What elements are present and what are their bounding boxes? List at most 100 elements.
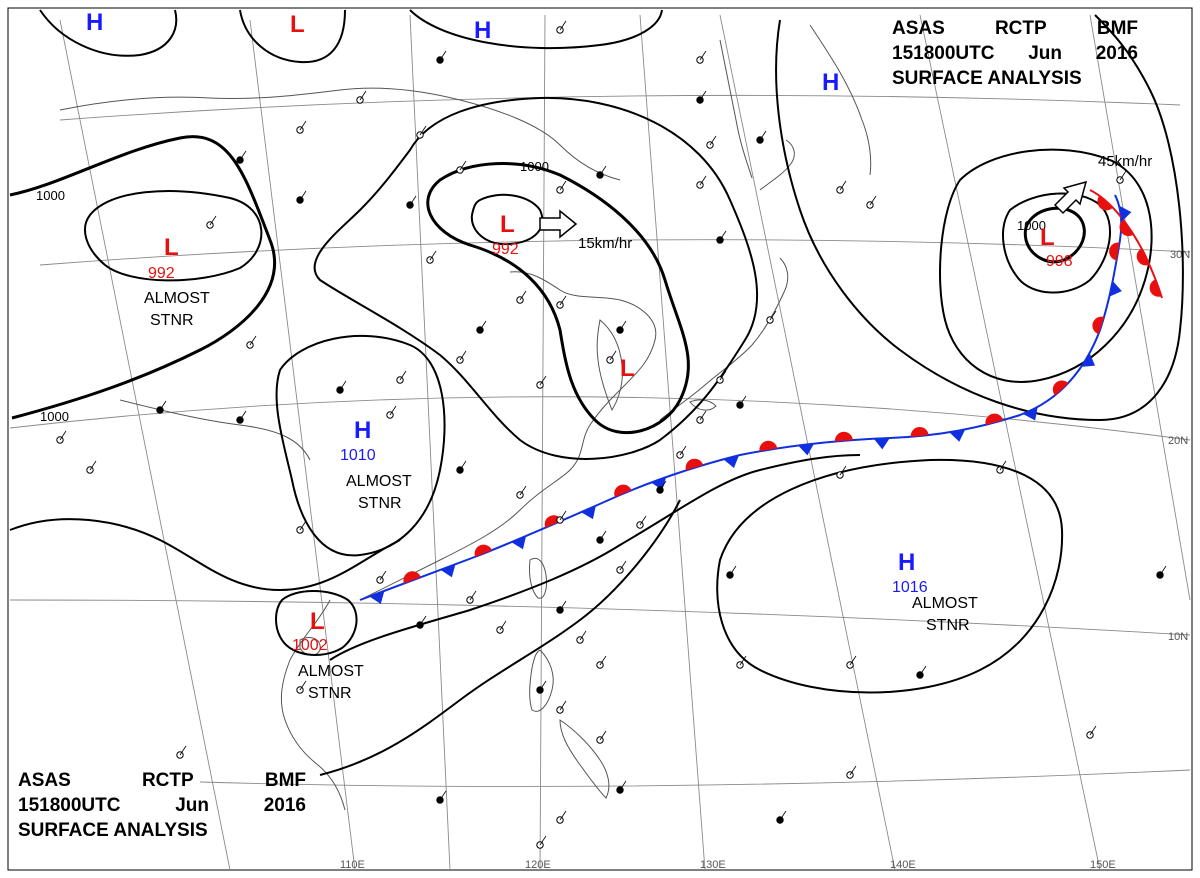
pressure-centers: H L H H L 992 L 992 L 998 L H 1010 H 101… (86, 9, 1073, 654)
isobar-label-east: 1000 (1017, 218, 1046, 233)
lat-label-30n: 30N (1170, 249, 1190, 261)
station-wind-barb (659, 480, 667, 491)
isobar-1004-mid (313, 96, 758, 460)
isobar-1012-south (319, 499, 681, 776)
isobar-1000-west (9, 135, 277, 420)
latitude-line-0 (199, 769, 1191, 787)
latitude-line-40n (59, 94, 1181, 121)
graticule (9, 14, 1191, 871)
station-wind-barb (619, 780, 627, 791)
station-wind-barb (539, 680, 547, 691)
station-wind-barb (719, 370, 727, 381)
longitude-line-7 (919, 14, 1101, 871)
warm-front-semicircle (1149, 279, 1162, 297)
station-wind-barb (759, 130, 767, 141)
motion-label-north-low: 15km/hr (578, 235, 632, 252)
warm-front-semicircle (474, 544, 492, 557)
station-wind-barb (439, 50, 447, 61)
cold-front-triangle (873, 438, 890, 450)
longitude-line-1 (59, 19, 231, 871)
station-wind-barb (599, 530, 607, 541)
isobar-north-center (239, 9, 346, 64)
remark-pacific-line2: STNR (926, 617, 970, 634)
longitude-line-2 (249, 19, 356, 871)
japan-kyushu-honshu (659, 257, 789, 421)
warm-front-semicircle (985, 413, 1004, 425)
warm-front-semicircle (1136, 248, 1150, 266)
cold-front-triangle (1119, 205, 1132, 222)
station-wind-barb (729, 565, 737, 576)
cold-front-triangle (1023, 407, 1038, 421)
station-wind-barb (559, 700, 567, 711)
title-bottom-row-3: SURFACE ANALYSIS (18, 818, 306, 843)
high-center-china: H (354, 417, 371, 444)
title-top-time: 151800UTC (892, 43, 995, 64)
title-bottom-row-1: ASAS RCTP BMF (18, 768, 306, 793)
station-wind-barb (849, 655, 857, 666)
coastlines (59, 24, 872, 811)
station-wind-barb (409, 195, 417, 206)
station-wind-barb (869, 195, 877, 206)
title-bottom-station: RCTP (141, 770, 194, 791)
station-wind-barb (459, 160, 467, 171)
hainan (299, 637, 321, 656)
station-wind-barb (599, 165, 607, 176)
station-wind-barb (839, 465, 847, 476)
cold-front-triangle (1081, 353, 1096, 367)
station-wind-barb (299, 190, 307, 201)
warm-front-semicircle (834, 431, 853, 442)
station-wind-barb (249, 335, 257, 346)
title-top-row-3: SURFACE ANALYSIS (892, 66, 1138, 91)
station-wind-barb (639, 515, 647, 526)
lon-label-110e: 110E (340, 859, 365, 871)
remark-china-line2: STNR (358, 495, 402, 512)
isobar-north-hi (39, 9, 178, 57)
latitude-line-30n (39, 239, 1191, 266)
title-bottom-office: BMF (264, 770, 306, 791)
motion-labels: 15km/hr 45km/hr (578, 153, 1152, 252)
lat-label-20n: 20N (1168, 435, 1188, 447)
station-wind-barb (539, 835, 547, 846)
title-top-row-1: ASAS RCTP BMF (892, 16, 1138, 41)
cold-front-triangle (440, 564, 456, 578)
station-wind-barb (599, 655, 607, 666)
isobar-label-west-bottom: 1000 (40, 409, 69, 424)
warm-front-semicircle (1119, 219, 1134, 237)
isobar-1000-north-low (426, 162, 690, 435)
motion-arrow-east-low (1053, 180, 1088, 215)
philippines-luzon (529, 649, 554, 712)
system-remarks: ALMOST STNR ALMOST STNR ALMOST STNR ALMO… (144, 290, 978, 702)
station-wind-barb (239, 150, 247, 161)
cold-front-triangle (949, 429, 966, 442)
longitude-line-5 (639, 14, 706, 871)
remark-scs-line1: ALMOST (298, 663, 364, 680)
china-coast (359, 271, 657, 601)
longitude-line-4 (539, 14, 546, 871)
station-wind-barb (299, 680, 307, 691)
warm-front-semicircle (614, 484, 632, 498)
station-wind-barb (499, 620, 507, 631)
isobar-1008-central (275, 334, 446, 557)
warm-front-semicircle (910, 427, 929, 437)
lon-label-130e: 130E (700, 859, 726, 871)
station-wind-barb (699, 50, 707, 61)
title-block-top: ASAS RCTP BMF 151800UTC Jun 2016 SURFACE… (892, 16, 1138, 91)
warm-front-semicircle (1097, 195, 1114, 211)
station-wind-barb (559, 20, 567, 31)
station-wind-barb (559, 180, 567, 191)
station-wind-barb (1119, 170, 1127, 181)
cold-front-triangle (723, 455, 739, 468)
philippines-south (559, 719, 610, 799)
sakhalin (719, 39, 753, 179)
isobar-labels: 1000 1000 1000 1000 (36, 159, 1046, 424)
low-center-scs: L (310, 608, 325, 635)
station-wind-barb (919, 665, 927, 676)
remark-scs-line2: STNR (308, 685, 352, 702)
motion-arrow-north-low (539, 209, 578, 239)
lon-label-140e: 140E (890, 859, 916, 871)
station-wind-barb (379, 570, 387, 581)
isobar-996-north-low (470, 193, 544, 246)
cold-front-triangle (798, 443, 815, 456)
low-center-korea: L (620, 355, 635, 382)
title-bottom-row-2: 151800UTC Jun 2016 (18, 793, 306, 818)
